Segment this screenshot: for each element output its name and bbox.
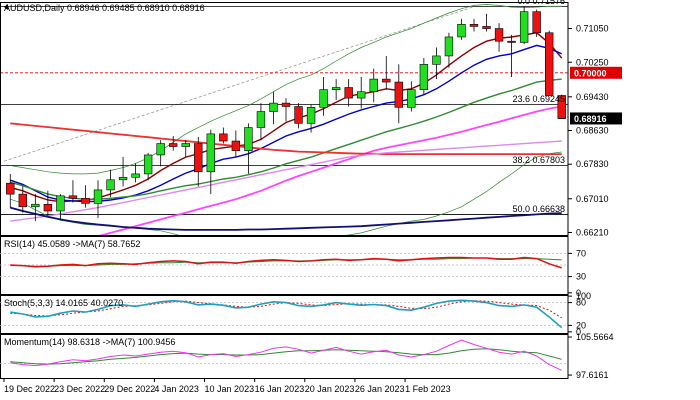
chart-header: AUDUSD,Daily 0.68946 0.69485 0.68910 0.6… [4,3,205,13]
pane-frame-rsi [0,236,569,295]
candle-body-42 [532,11,541,34]
moving-average-6 [10,206,562,231]
fib-label-1: 23.6 0.69245 [512,94,565,104]
x-tick-label-7: 26 Jan 2023 [355,384,405,394]
stoch-header: Stoch(5,3,3) 14.0165 40.0270 [4,298,123,308]
candle-body-15 [194,143,203,173]
candle-body-40 [507,40,516,43]
momentum-header: Momentum(14) 98.6318 ->MA(7) 100.9456 [4,337,175,347]
candle-body-14 [181,143,190,147]
candle-body-19 [244,127,253,152]
y-tick-label-5: 0.67010 [576,194,609,204]
candle-body-38 [482,26,491,29]
candle-body-17 [219,133,228,142]
current-price-tag-label: 0.68916 [574,114,607,124]
candle-body-13 [169,143,178,147]
candle-body-30 [382,78,391,83]
momentum-line-0 [10,348,562,365]
x-tick-label-2: 29 Dec 2022 [104,384,155,394]
stoch-tick-label-3: 0 [576,327,581,337]
rsi-tick-label-1: 30 [576,272,586,282]
candle-body-43 [545,32,554,96]
y-tick-label-4: 0.67830 [576,159,609,169]
momentum-tick-label-0: 105.5664 [576,332,614,342]
candle-body-25 [319,89,328,108]
candle-body-3 [43,203,53,212]
candle-body-9 [118,176,128,181]
y-tick-label-0: 0.71050 [576,24,609,34]
stoch-line-1 [10,299,563,329]
pane-frame-main [0,2,569,236]
candle-body-1 [18,193,27,208]
candle-body-22 [281,102,291,107]
candle-body-33 [419,64,429,90]
x-tick-label-6: 20 Jan 2023 [305,384,355,394]
x-tick-label-1: 23 Dec 2022 [54,384,105,394]
x-tick-label-4: 10 Jan 2023 [205,384,255,394]
fib-label-3: 50.0 0.66638 [512,204,565,214]
moving-average-4 [10,122,562,156]
stoch-tick-label-1: 80 [576,298,586,308]
candle-body-28 [357,91,366,99]
candle-body-5 [68,195,78,199]
candle-body-20 [256,111,266,128]
candle-body-29 [369,78,378,93]
candle-body-23 [294,106,303,124]
candle-body-39 [494,28,504,42]
rsi-line-1 [10,256,562,269]
x-tick-label-8: 1 Feb 2023 [405,384,451,394]
current-price-tag [570,112,622,125]
main-pane [1,4,568,235]
y-tick-label-6: 0.66210 [576,227,609,237]
x-tick-label-0: 19 Dec 2022 [4,384,55,394]
candle-body-4 [56,195,65,212]
candle-body-16 [206,133,215,173]
candle-body-31 [394,81,403,108]
pane-frame-stoch [0,295,569,334]
candle-body-41 [519,11,529,43]
candle-body-0 [6,182,15,195]
moving-average-3 [99,105,562,235]
candle-body-11 [143,154,153,175]
rsi-header: RSI(14) 45.0589 ->MA(7) 58.7652 [4,239,140,249]
fib-label-0: 0.0 0.71576 [517,0,565,6]
rsi-tick-label-0: 70 [576,248,586,258]
candle-body-21 [269,102,278,112]
candle-body-26 [331,87,341,90]
stoch-tick-label-2: 20 [576,320,586,330]
candle-body-34 [432,55,441,65]
candle-body-10 [131,173,140,178]
candle-body-18 [231,140,241,152]
x-tick-label-3: 4 Jan 2023 [154,384,199,394]
bollinger-upper [10,4,562,175]
level-70000-tag-label: 0.70000 [574,68,607,78]
level-70000-tag [570,66,622,79]
candle-body-32 [407,89,416,108]
y-tick-label-3: 0.68630 [576,126,609,136]
candle-body-2 [31,203,40,208]
pane-frame-mom [0,334,569,379]
y-tick-label-1: 0.70250 [576,57,609,67]
header-marker-icon [4,4,8,10]
candle-body-24 [306,107,316,124]
y-tick-label-2: 0.69430 [576,92,609,102]
candle-body-7 [93,189,103,204]
candle-body-27 [344,87,353,99]
rsi-tick-label-2: 0 [576,288,581,298]
candle-body-37 [469,24,479,27]
momentum-line-1 [10,339,562,371]
moving-average-5 [10,140,562,222]
x-tick-label-5: 16 Jan 2023 [255,384,305,394]
momentum-tick-label-1: 97.6161 [576,370,609,380]
stoch-tick-label-0: 100 [576,291,591,301]
fib-label-2: 38.2 0.67803 [512,155,565,165]
trend-line [3,6,475,162]
candle-body-35 [444,36,454,57]
candle-body-8 [106,179,115,191]
candle-body-6 [81,198,90,204]
candle-body-36 [457,24,466,38]
candle-body-12 [156,143,165,156]
